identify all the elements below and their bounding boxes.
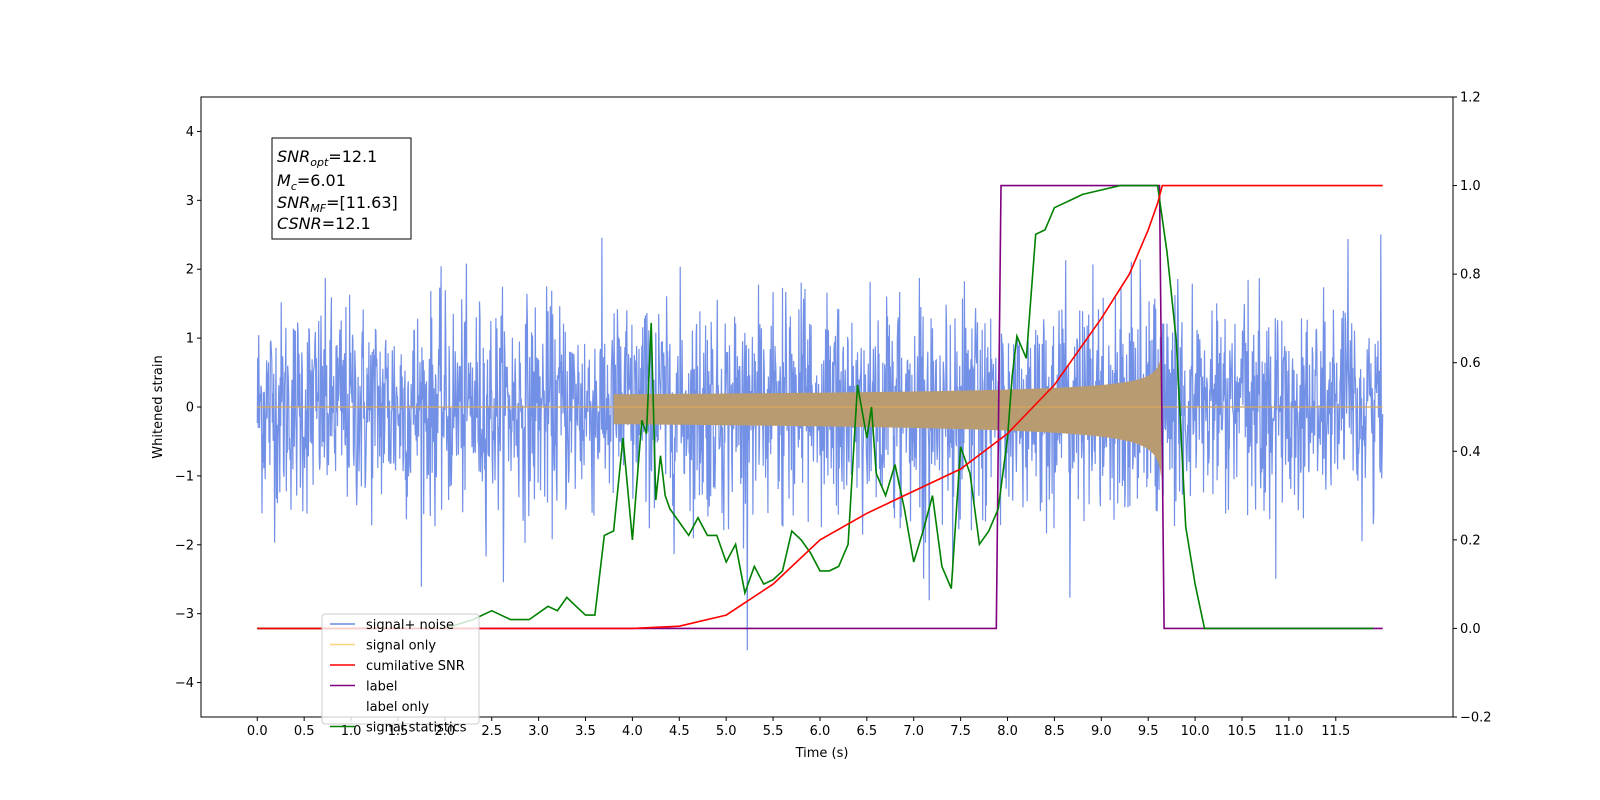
x-tick-label: 1.0 (341, 724, 362, 739)
y-left-tick-label: 1 (186, 332, 194, 347)
legend-label: label (366, 680, 397, 695)
series-signal-statistics (257, 184, 1374, 630)
x-axis: 0.0 0.5 1.0 1.5 2.0 2.5 3.0 3.5 4.0 4.5 5.0 5.5 6.0 6… (247, 717, 1350, 739)
x-tick-label: 7.5 (950, 724, 971, 739)
y-axis-label: Whitened strain (151, 355, 166, 458)
annotation-csnr: CSNR=12.1 (277, 214, 371, 233)
x-tick-label: 11.0 (1274, 724, 1303, 739)
x-tick-label: 6.0 (810, 724, 831, 739)
y-left-tick-label: −3 (175, 607, 194, 622)
x-tick-label: 9.0 (1091, 724, 1112, 739)
x-tick-label: 2.0 (434, 724, 455, 739)
series-signal-only-envelope (613, 354, 1162, 479)
y-left-tick-label: −2 (175, 538, 194, 553)
y-left-tick-label: 4 (186, 125, 194, 140)
x-tick-label: 8.0 (997, 724, 1018, 739)
x-tick-label: 8.5 (1044, 724, 1065, 739)
x-tick-label: 6.5 (857, 724, 878, 739)
series-label (257, 184, 1383, 630)
x-tick-label: 3.5 (575, 724, 596, 739)
x-axis-label: Time (s) (795, 746, 849, 761)
x-tick-label: 9.5 (1138, 724, 1159, 739)
legend-label: cumilative SNR (366, 659, 465, 674)
y-right-tick-label: 1.2 (1460, 91, 1481, 106)
y-axis-right: −0.2 0.0 0.2 0.4 0.6 0.8 1.0 1.2 (1453, 91, 1492, 726)
legend-label: label only (366, 700, 429, 715)
y-left-tick-label: −1 (175, 469, 194, 484)
legend: signal+ noise signal only cumilative SNR la… (321, 613, 480, 736)
legend-label: signal only (366, 639, 436, 654)
x-tick-label: 1.5 (388, 724, 409, 739)
annotation-snr-mf: SNRMF=[11.63] (277, 193, 398, 215)
series-signal-noise (256, 234, 1384, 651)
y-right-tick-label: 0.2 (1460, 533, 1481, 548)
annotation-mc: Mc=6.01 (277, 171, 346, 193)
x-tick-label: 0.5 (294, 724, 315, 739)
annotation-snr-opt: SNRopt=12.1 (277, 147, 377, 169)
y-right-tick-label: 0.4 (1460, 445, 1481, 460)
y-left-tick-label: −4 (175, 676, 194, 691)
y-right-tick-label: 0.0 (1460, 622, 1481, 637)
x-tick-label: 4.5 (669, 724, 690, 739)
y-left-tick-label: 3 (186, 194, 194, 209)
y-left-tick-label: 0 (186, 401, 194, 416)
y-right-tick-label: 0.6 (1460, 356, 1481, 371)
series-layer (256, 184, 1384, 651)
x-tick-label: 5.0 (716, 724, 737, 739)
y-right-tick-label: −0.2 (1460, 711, 1492, 726)
x-tick-label: 11.5 (1321, 724, 1350, 739)
x-tick-label: 2.5 (481, 724, 502, 739)
y-right-tick-label: 1.0 (1460, 179, 1481, 194)
x-tick-label: 7.0 (903, 724, 924, 739)
series-cumulative-snr (257, 184, 1383, 630)
x-tick-label: 5.5 (763, 724, 784, 739)
y-left-tick-label: 2 (186, 263, 194, 278)
y-axis-left: −4 −3 −2 −1 0 1 2 3 4 (175, 125, 201, 691)
annotation-box: SNRopt=12.1 Mc=6.01 SNRMF=[11.63] CSNR=1… (271, 137, 412, 240)
legend-label: signal+ noise (366, 618, 454, 633)
x-tick-label: 0.0 (247, 724, 268, 739)
x-tick-label: 4.0 (622, 724, 643, 739)
x-tick-label: 10.5 (1228, 724, 1257, 739)
x-tick-label: 3.0 (528, 724, 549, 739)
y-right-tick-label: 0.8 (1460, 268, 1481, 283)
x-tick-label: 10.0 (1181, 724, 1210, 739)
legend-label: signal statistics (366, 721, 467, 736)
